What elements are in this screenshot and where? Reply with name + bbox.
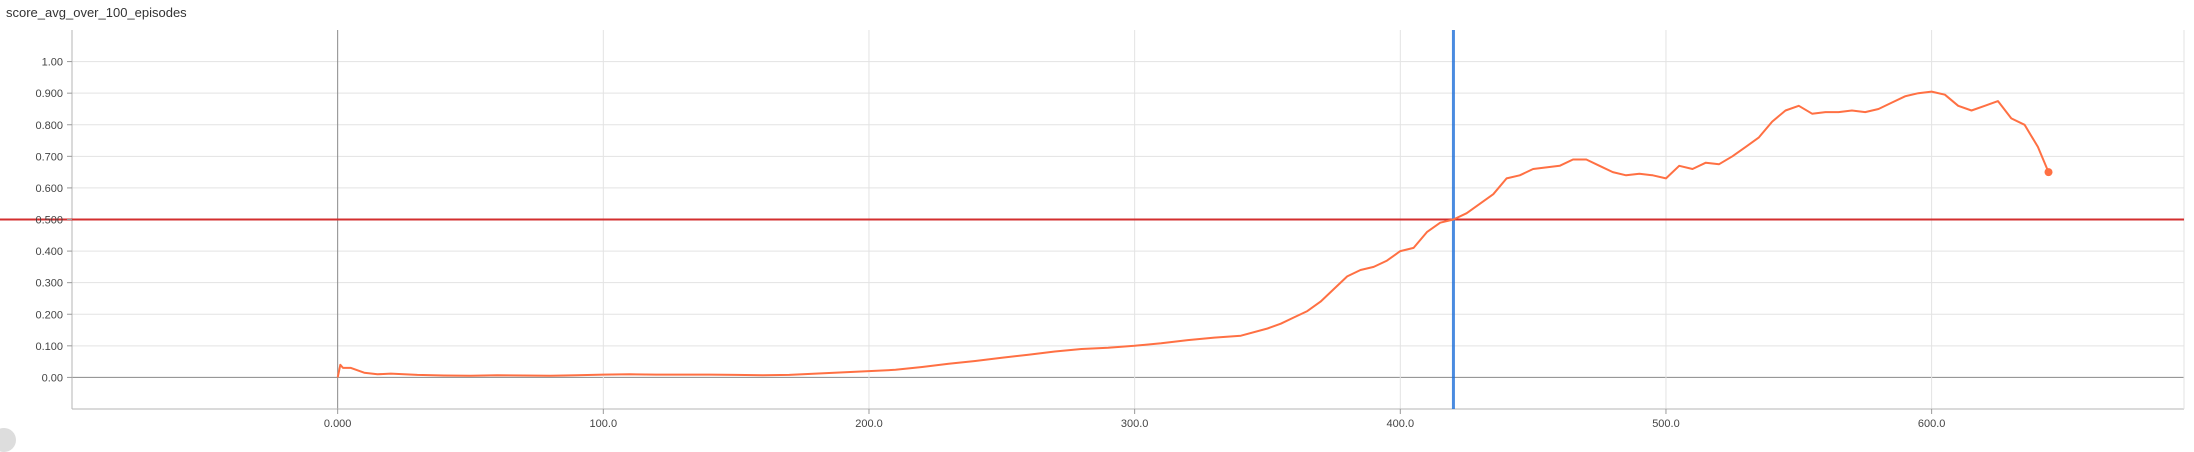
x-tick-label: 300.0 (1121, 418, 1149, 430)
line-chart[interactable]: 0.00 0.100 0.200 0.300 0.400 0.500 0.600 0.700 0… (0, 0, 2194, 437)
y-tick-label: 0.600 (35, 183, 63, 195)
x-tick-label: 0.000 (324, 418, 352, 430)
x-axis-ticks: 0.000 100.0 200.0 300.0 400.0 500.0 600.0 (324, 409, 1945, 430)
y-tick-label: 0.500 (35, 215, 63, 227)
grid-lines (72, 30, 2184, 409)
y-axis-ticks: 0.00 0.100 0.200 0.300 0.400 0.500 0.600 0.700 0… (35, 57, 72, 384)
series-lines[interactable] (336, 90, 2053, 378)
series-end-point[interactable] (2044, 168, 2053, 177)
x-tick-label: 100.0 (590, 418, 618, 430)
x-tick-label: 400.0 (1387, 418, 1415, 430)
chart-title: score_avg_over_100_episodes (6, 5, 187, 20)
y-tick-label: 0.900 (35, 88, 63, 100)
y-tick-label: 0.400 (35, 246, 63, 258)
y-tick-label: 1.00 (42, 57, 63, 69)
y-tick-label: 0.800 (35, 120, 63, 132)
y-tick-label: 0.00 (42, 372, 63, 384)
reference-lines (0, 30, 2184, 409)
y-tick-label: 0.100 (35, 341, 63, 353)
y-tick-label: 0.200 (35, 309, 63, 321)
y-tick-label: 0.700 (35, 151, 63, 163)
x-tick-label: 500.0 (1652, 418, 1680, 430)
y-tick-label: 0.300 (35, 278, 63, 290)
series-line[interactable] (336, 90, 2050, 378)
x-tick-label: 600.0 (1918, 418, 1946, 430)
x-tick-label: 200.0 (855, 418, 883, 430)
